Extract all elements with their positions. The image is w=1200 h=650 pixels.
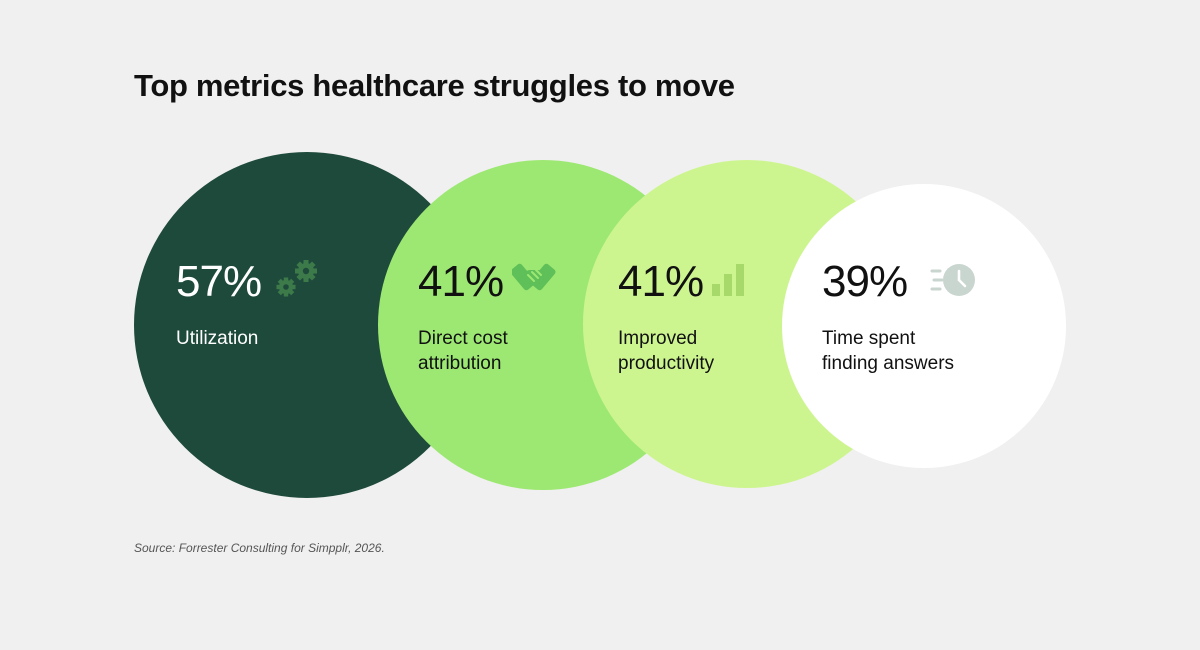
metric-value: 41% <box>418 257 504 306</box>
metric-label-line: Improved <box>618 328 698 349</box>
metric-value: 57% <box>176 257 262 306</box>
metric-label: Time spent finding answers <box>822 326 954 376</box>
metric-value: 41% <box>618 257 704 306</box>
metric-label-line: attribution <box>418 353 502 374</box>
metric-label: Direct cost attribution <box>418 326 508 376</box>
metric-improved-productivity: 41% Improved productivity <box>618 260 714 376</box>
chart-title: Top metrics healthcare struggles to move <box>134 68 735 103</box>
bar-chart-icon <box>712 262 748 303</box>
bubble-time-spent-finding-answers <box>782 184 1066 468</box>
metric-label-line: Time spent <box>822 328 916 349</box>
source-note: Source: Forrester Consulting for Simpplr… <box>134 541 385 555</box>
metric-label-line: finding answers <box>822 353 955 374</box>
metric-value: 39% <box>822 257 908 306</box>
metric-utilization: 57% Utilization <box>176 257 262 351</box>
metric-label: Utilization <box>176 326 261 351</box>
metric-time-spent-finding-answers: 39% Time spent finding answers <box>822 260 954 376</box>
metric-direct-cost-attribution: 41% Direct cost attribution <box>418 260 508 376</box>
metric-label: Improved productivity <box>618 326 714 376</box>
fast-clock-icon <box>930 262 978 303</box>
metric-label-line: Direct cost <box>418 328 508 349</box>
metric-label-line: Utilization <box>176 328 259 349</box>
handshake-icon <box>510 260 556 301</box>
gears-icon <box>272 257 322 306</box>
metric-label-line: productivity <box>618 353 715 374</box>
